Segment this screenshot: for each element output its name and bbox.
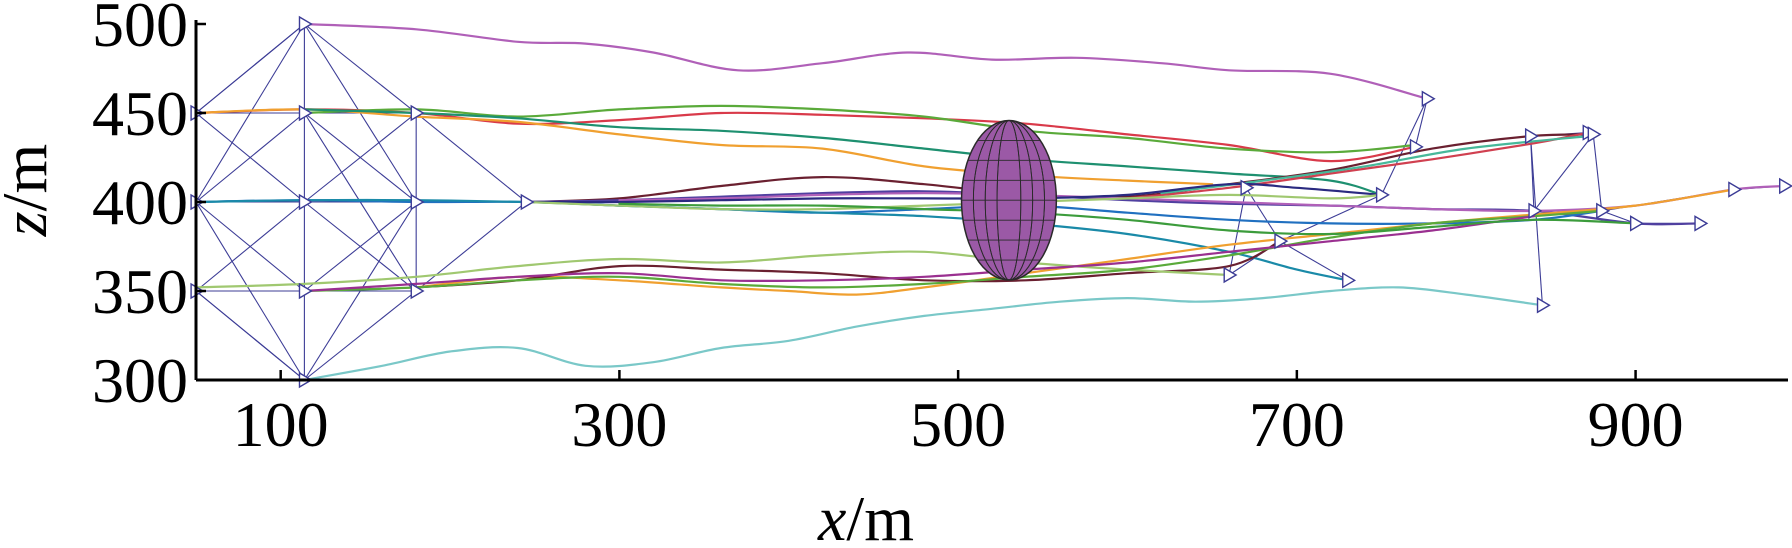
uav-end-marker (1342, 272, 1357, 289)
trajectory-line-6 (525, 133, 1595, 204)
x-axis-unit: /m (846, 483, 914, 548)
uav-end-marker (1421, 90, 1436, 107)
trajectory-line-7 (1126, 131, 1590, 200)
uav-start-marker (410, 193, 425, 211)
trajectory-line-3 (194, 108, 1214, 186)
formation-link (304, 112, 417, 203)
x-tick-label: 900 (1588, 389, 1684, 460)
trajectory-line-21 (618, 202, 1637, 236)
trajectory-line-18 (303, 215, 1536, 293)
formation-link (195, 23, 305, 114)
x-tick-label: 700 (1249, 389, 1345, 460)
uav-end-marker (1629, 215, 1644, 232)
x-axis-label: x/m (817, 483, 914, 548)
end-formation-link (1530, 136, 1535, 211)
y-tick-label: 500 (92, 0, 188, 60)
uav-end-marker (1587, 126, 1602, 143)
y-tick-label: 300 (92, 345, 188, 416)
uav-end-marker (1536, 297, 1551, 314)
uav-end-marker (1528, 202, 1543, 220)
end-formation-link (1533, 134, 1594, 212)
end-formation-link (1414, 98, 1428, 147)
x-tick-label: 500 (910, 389, 1006, 460)
trajectory-line-17 (303, 209, 1603, 293)
formation-link (195, 112, 305, 203)
uav-start-marker (520, 193, 535, 211)
uav-end-marker (1596, 202, 1611, 220)
uav-end-marker (1240, 179, 1255, 196)
trajectory-line-4 (303, 104, 1417, 154)
x-tick-label: 300 (571, 389, 667, 460)
y-tick-label: 350 (92, 256, 188, 327)
uav-start-marker (298, 104, 313, 122)
axes: 100 300 500 700 900 300 350 400 450 500 (92, 0, 1788, 460)
y-axis-unit: /m (0, 144, 60, 212)
trajectory-line-13 (303, 286, 1544, 382)
obstacle-longitude-line (972, 120, 1045, 281)
y-axis-label: z/m (0, 144, 60, 237)
trajectory-line-16 (194, 250, 1231, 289)
uav-end-marker (1694, 215, 1709, 232)
formation-link (304, 201, 417, 292)
end-formation-link (1592, 134, 1603, 211)
x-axis-variable: x (817, 483, 846, 548)
trajectory-line-2 (194, 108, 1417, 163)
formation-link (415, 201, 527, 292)
uav-start-marker (410, 282, 425, 300)
uav-start-marker (410, 104, 425, 122)
end-formation-link (1279, 240, 1348, 281)
uav-end-marker (1274, 232, 1289, 250)
obstacle-sphere (960, 119, 1058, 281)
trajectory-line-1 (303, 22, 1429, 100)
end-formation-link (1601, 210, 1636, 224)
uav-start-marker (298, 282, 313, 300)
uav-end-marker (1375, 186, 1390, 204)
y-tick-label: 400 (92, 167, 188, 238)
y-axis-variable: z (0, 211, 60, 237)
formation-link (195, 290, 305, 381)
formation-link (415, 112, 527, 203)
uav-end-marker (1409, 138, 1424, 156)
uav-end-marker (1779, 177, 1792, 195)
uav-end-marker (1223, 266, 1238, 284)
uav-start-marker (298, 193, 313, 211)
y-tick-label: 450 (92, 78, 188, 149)
formation-link (303, 201, 417, 381)
formation-link (304, 23, 417, 114)
formation-link (195, 201, 305, 292)
uav-end-marker (1524, 127, 1539, 145)
x-tick-label: 100 (233, 389, 329, 460)
uav-end-marker (1728, 181, 1743, 198)
formation-link (195, 23, 305, 203)
formation-link (304, 290, 417, 381)
trajectory-line-5 (303, 108, 1383, 196)
trajectory-line-11 (194, 199, 1603, 225)
uav-start-marker (298, 15, 313, 33)
